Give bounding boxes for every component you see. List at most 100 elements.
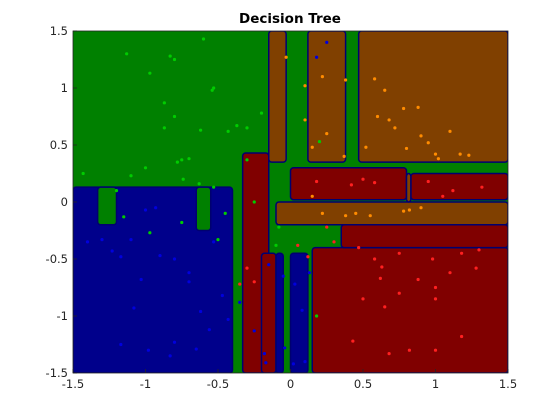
point-red bbox=[296, 243, 300, 247]
point-red bbox=[238, 282, 242, 286]
y-tick-label: -1 bbox=[57, 309, 68, 323]
point-blue bbox=[199, 309, 203, 314]
point-blue bbox=[262, 352, 266, 356]
point-red bbox=[252, 280, 256, 284]
point-blue bbox=[291, 362, 295, 366]
point-red bbox=[433, 297, 438, 301]
region-blue bbox=[73, 186, 234, 373]
point-blue bbox=[300, 308, 304, 312]
point-red bbox=[387, 352, 391, 356]
y-tick-label: 1.5 bbox=[50, 24, 68, 38]
point-red bbox=[306, 255, 310, 259]
point-brown bbox=[373, 77, 377, 81]
point-green bbox=[181, 177, 185, 181]
point-red bbox=[448, 271, 452, 275]
point-brown bbox=[404, 146, 409, 151]
point-red bbox=[474, 266, 478, 270]
point-green bbox=[148, 71, 152, 75]
point-green bbox=[317, 139, 322, 144]
point-blue bbox=[172, 257, 177, 261]
point-blue bbox=[267, 263, 271, 267]
region-brown bbox=[275, 201, 508, 226]
x-tick-label: 1 bbox=[432, 377, 439, 391]
point-red bbox=[351, 339, 355, 343]
point-green bbox=[226, 129, 230, 133]
point-blue bbox=[129, 238, 133, 242]
point-blue bbox=[264, 361, 268, 365]
region-brown bbox=[357, 31, 508, 163]
point-brown bbox=[325, 132, 329, 136]
point-red bbox=[460, 251, 464, 255]
point-brown bbox=[368, 214, 372, 218]
point-red bbox=[373, 181, 377, 185]
region-green bbox=[195, 186, 212, 232]
point-green bbox=[199, 128, 203, 132]
point-blue bbox=[187, 280, 191, 284]
x-tick-label: 1.5 bbox=[499, 377, 517, 391]
point-brown bbox=[375, 114, 380, 119]
region-blue bbox=[275, 252, 284, 373]
point-green bbox=[175, 160, 179, 164]
point-brown bbox=[448, 129, 452, 133]
point-red bbox=[460, 334, 464, 339]
point-brown bbox=[342, 154, 346, 158]
point-brown bbox=[310, 194, 314, 198]
region-green bbox=[96, 186, 118, 226]
region-red bbox=[410, 172, 508, 201]
point-blue bbox=[293, 282, 297, 286]
point-brown bbox=[303, 84, 307, 88]
point-green bbox=[180, 220, 184, 225]
point-green bbox=[274, 243, 278, 247]
point-blue bbox=[168, 354, 172, 358]
point-brown bbox=[402, 209, 406, 213]
point-blue bbox=[146, 348, 150, 352]
point-red bbox=[433, 285, 438, 290]
point-green bbox=[125, 52, 129, 56]
x-tick-label: 0.5 bbox=[354, 377, 372, 391]
point-blue bbox=[315, 55, 319, 59]
x-tick-label: -1 bbox=[140, 377, 151, 391]
point-brown bbox=[416, 105, 420, 109]
point-blue bbox=[187, 271, 191, 275]
point-green bbox=[162, 101, 166, 105]
point-green bbox=[187, 157, 191, 161]
point-red bbox=[416, 277, 420, 282]
point-brown bbox=[426, 141, 430, 145]
point-blue bbox=[220, 293, 224, 298]
point-blue bbox=[85, 240, 90, 244]
x-tick-label: -0.5 bbox=[207, 377, 229, 391]
point-blue bbox=[281, 274, 285, 278]
point-brown bbox=[387, 118, 391, 122]
point-green bbox=[148, 231, 152, 235]
point-green bbox=[172, 114, 177, 119]
point-brown bbox=[458, 152, 462, 156]
point-red bbox=[480, 185, 484, 189]
point-brown bbox=[407, 208, 411, 212]
point-blue bbox=[325, 40, 329, 45]
point-brown bbox=[419, 206, 423, 210]
point-red bbox=[441, 194, 445, 198]
point-red bbox=[357, 246, 361, 250]
point-green bbox=[81, 171, 85, 176]
point-blue bbox=[158, 253, 162, 258]
point-red bbox=[361, 297, 365, 301]
point-brown bbox=[402, 106, 406, 111]
point-green bbox=[216, 238, 220, 242]
point-green bbox=[252, 200, 256, 204]
region-brown bbox=[307, 31, 347, 163]
point-red bbox=[477, 248, 481, 252]
point-green bbox=[129, 174, 133, 178]
point-red bbox=[431, 257, 435, 261]
point-red bbox=[378, 276, 382, 280]
point-green bbox=[235, 124, 239, 128]
point-blue bbox=[238, 300, 242, 304]
axes: -1.5 -1 -0.5 0 0.5 1 1.5 1.5 1 0.5 0 -0.5 -1 -1.5 bbox=[46, 24, 518, 391]
point-red bbox=[397, 251, 401, 255]
point-red bbox=[426, 179, 430, 184]
point-red bbox=[380, 265, 384, 269]
point-brown bbox=[320, 211, 324, 215]
point-green bbox=[201, 37, 206, 41]
point-green bbox=[210, 88, 214, 92]
